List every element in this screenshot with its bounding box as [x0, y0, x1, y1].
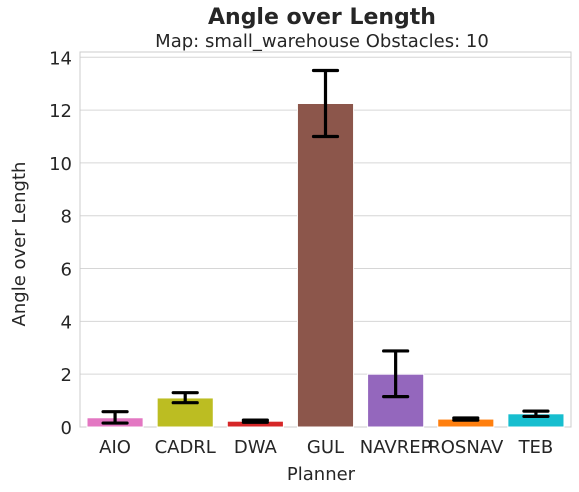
y-tick-label: 2	[61, 365, 72, 386]
x-axis-label: Planner	[287, 464, 356, 485]
bar-gul	[296, 102, 355, 428]
error-bar-rosnav	[452, 416, 480, 422]
chart-title: Angle over Length	[208, 5, 436, 30]
bars	[86, 102, 565, 428]
chart-subtitle: Map: small_warehouse Obstacles: 10	[155, 31, 489, 52]
x-tick-label: CADRL	[155, 437, 216, 458]
error-bar-cadrl	[171, 391, 199, 405]
y-tick-label: 8	[61, 207, 72, 228]
y-tick-label: 6	[61, 260, 72, 281]
y-tick-labels: 0 2 4 6 8 10 12 14	[49, 48, 72, 439]
y-axis-label: Angle over Length	[9, 162, 30, 327]
y-tick-label: 12	[49, 101, 72, 122]
error-bars	[101, 68, 550, 425]
x-tick-label: GUL	[307, 437, 344, 458]
error-bar-dwa	[241, 418, 269, 424]
x-tick-label: NAVREP	[360, 437, 432, 458]
error-bar-navrep	[382, 349, 410, 399]
x-tick-label: ROSNAV	[428, 437, 504, 458]
x-tick-label: AIO	[99, 437, 131, 458]
y-tick-label: 0	[61, 418, 72, 439]
x-tick-label: TEB	[518, 437, 554, 458]
y-tick-label: 14	[49, 48, 72, 69]
error-bar-aio	[101, 410, 129, 425]
x-tick-label: DWA	[234, 437, 278, 458]
error-bar-teb	[522, 409, 550, 419]
error-bar-gul	[311, 68, 340, 139]
y-tick-label: 10	[49, 154, 72, 175]
y-tick-label: 4	[61, 312, 72, 333]
